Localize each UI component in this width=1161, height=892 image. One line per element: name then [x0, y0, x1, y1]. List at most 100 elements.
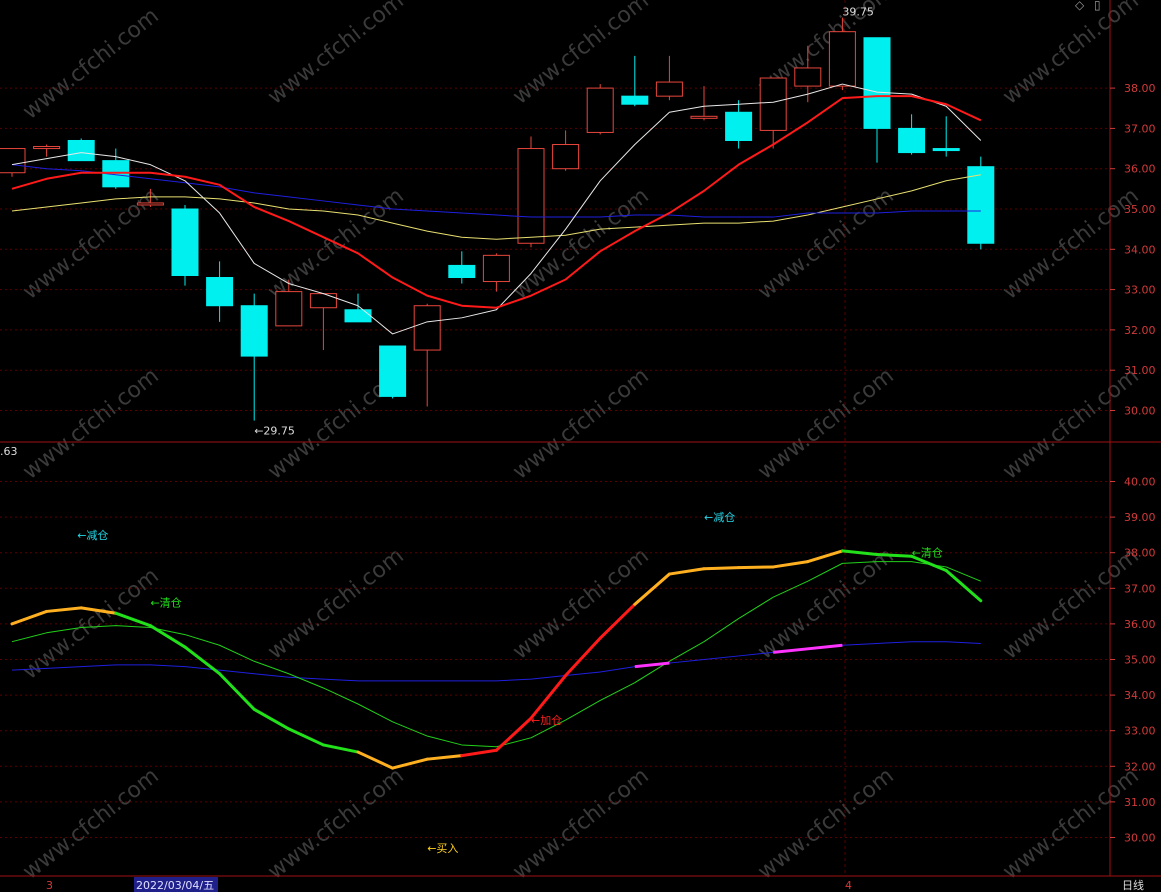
signal-label[interactable]: ←减仓 — [77, 528, 108, 542]
candle-body-down — [932, 148, 960, 152]
candle[interactable] — [482, 253, 510, 292]
candle-body-down — [240, 305, 268, 357]
candle[interactable] — [136, 188, 164, 207]
candle-body-up — [136, 202, 164, 206]
signal-label[interactable]: ←买入 — [427, 842, 458, 855]
candle[interactable] — [586, 84, 614, 135]
indicator-main-segment — [252, 707, 291, 731]
candle[interactable] — [725, 100, 753, 149]
candle-body-up — [517, 148, 545, 244]
candle[interactable] — [413, 303, 441, 407]
watermark-text: www.cfchi.com — [508, 543, 653, 664]
candle[interactable] — [794, 45, 822, 103]
indicator-tick-label: 35.00 — [1124, 654, 1156, 667]
indicator-main-segment — [425, 754, 464, 761]
watermark-text: www.cfchi.com — [508, 363, 653, 484]
price-axis: 30.00 31.00 32.00 33.00 34.00 35.00 36.00 37.00… — [1110, 82, 1156, 845]
indicator-main-segment — [737, 565, 775, 570]
signal-label[interactable]: ←加仓 — [531, 713, 562, 727]
indicator-blue-line — [11, 641, 981, 682]
candle-body-down — [967, 166, 995, 244]
indicator-magenta-segment — [773, 643, 843, 654]
indicator-main-segment — [667, 567, 706, 576]
indicator-tick-label: 34.00 — [1124, 689, 1156, 702]
candle-body-down — [344, 309, 372, 323]
watermark-text: www.cfchi.com — [18, 3, 163, 124]
signal-label[interactable]: ←清仓 — [150, 596, 181, 610]
candle[interactable] — [0, 148, 26, 177]
candle[interactable] — [932, 116, 960, 157]
candle[interactable] — [67, 138, 95, 162]
indicator-main-segment — [356, 750, 395, 770]
indicator-main-segment — [114, 611, 152, 628]
candle[interactable] — [171, 204, 199, 286]
diamond-icon[interactable]: ◇ — [1075, 0, 1085, 12]
indicator-main-segment — [183, 645, 222, 676]
candle[interactable] — [240, 293, 268, 421]
candle-body-up — [586, 87, 614, 133]
month-marker: 4 — [845, 879, 852, 892]
price-tick-label: 37.00 — [1124, 122, 1156, 135]
indicator-tick-label: 36.00 — [1124, 618, 1156, 631]
candle-body-down — [171, 208, 199, 276]
candle[interactable] — [690, 86, 718, 121]
candle[interactable] — [759, 77, 787, 149]
indicator-main-segment — [564, 636, 602, 678]
price-tick-label: 34.00 — [1124, 243, 1156, 256]
watermark-text: www.cfchi.com — [18, 363, 163, 484]
candle-body-up — [759, 77, 787, 131]
candle[interactable] — [863, 37, 891, 163]
indicator-tick-label: 37.00 — [1124, 582, 1156, 595]
watermark-text: www.cfchi.com — [998, 183, 1143, 304]
candle[interactable] — [102, 148, 130, 189]
candle[interactable] — [552, 130, 580, 171]
indicator-main-segment — [702, 566, 741, 571]
price-annotation: ←29.75 — [254, 425, 295, 438]
indicator-magenta-segment — [634, 661, 670, 669]
indicator-main-segment — [460, 748, 498, 758]
watermark-text: www.cfchi.com — [998, 363, 1143, 484]
candle[interactable] — [379, 345, 407, 399]
indicator-tick-label: 30.00 — [1124, 832, 1156, 845]
indicator-panel[interactable]: .63 ←减仓 ←清仓 ←买入 ←加仓 ←减仓 ←清仓 — [0, 445, 983, 855]
candle[interactable] — [898, 114, 926, 155]
indicator-main-segment — [633, 572, 671, 606]
panel-icon[interactable]: ▯ — [1094, 0, 1101, 12]
period-label[interactable]: 日线 — [1122, 878, 1144, 892]
candle[interactable] — [448, 251, 476, 284]
watermark-text: www.cfchi.com — [753, 763, 898, 884]
candle-body-up — [828, 31, 856, 87]
indicator-main-segment — [529, 674, 568, 720]
candle[interactable] — [828, 17, 856, 91]
candle-body-up — [482, 254, 510, 283]
indicator-tick-label: 31.00 — [1124, 796, 1156, 809]
candle-body-down — [379, 345, 407, 397]
candle[interactable] — [655, 55, 683, 101]
indicator-tick-label: 39.00 — [1124, 511, 1156, 524]
candle[interactable] — [967, 156, 995, 250]
candle[interactable] — [309, 293, 337, 351]
candle[interactable] — [275, 279, 303, 327]
candle[interactable] — [344, 293, 372, 323]
watermark-text: www.cfchi.com — [508, 0, 653, 110]
candle[interactable] — [621, 55, 649, 107]
signal-label[interactable]: ←清仓 — [912, 546, 943, 560]
watermark-text: www.cfchi.com — [263, 543, 408, 664]
candle[interactable] — [517, 136, 545, 248]
candle[interactable] — [33, 144, 61, 157]
candle-body-up — [309, 293, 337, 309]
watermark-text: www.cfchi.com — [753, 183, 898, 304]
candle-body-up — [0, 148, 26, 174]
candle[interactable] — [206, 261, 234, 322]
watermark-text: www.cfchi.com — [263, 0, 408, 110]
indicator-main-segment — [910, 554, 948, 572]
price-panel[interactable]: ←29.75 39.75 — [0, 6, 995, 438]
indicator-main-segment — [806, 549, 844, 564]
signal-label[interactable]: ←减仓 — [704, 510, 735, 524]
date-cursor-label[interactable]: 2022/03/04/五 — [136, 879, 214, 892]
candle-body-down — [725, 111, 753, 141]
candle-body-down — [67, 139, 95, 162]
indicator-main-segment — [875, 552, 914, 558]
